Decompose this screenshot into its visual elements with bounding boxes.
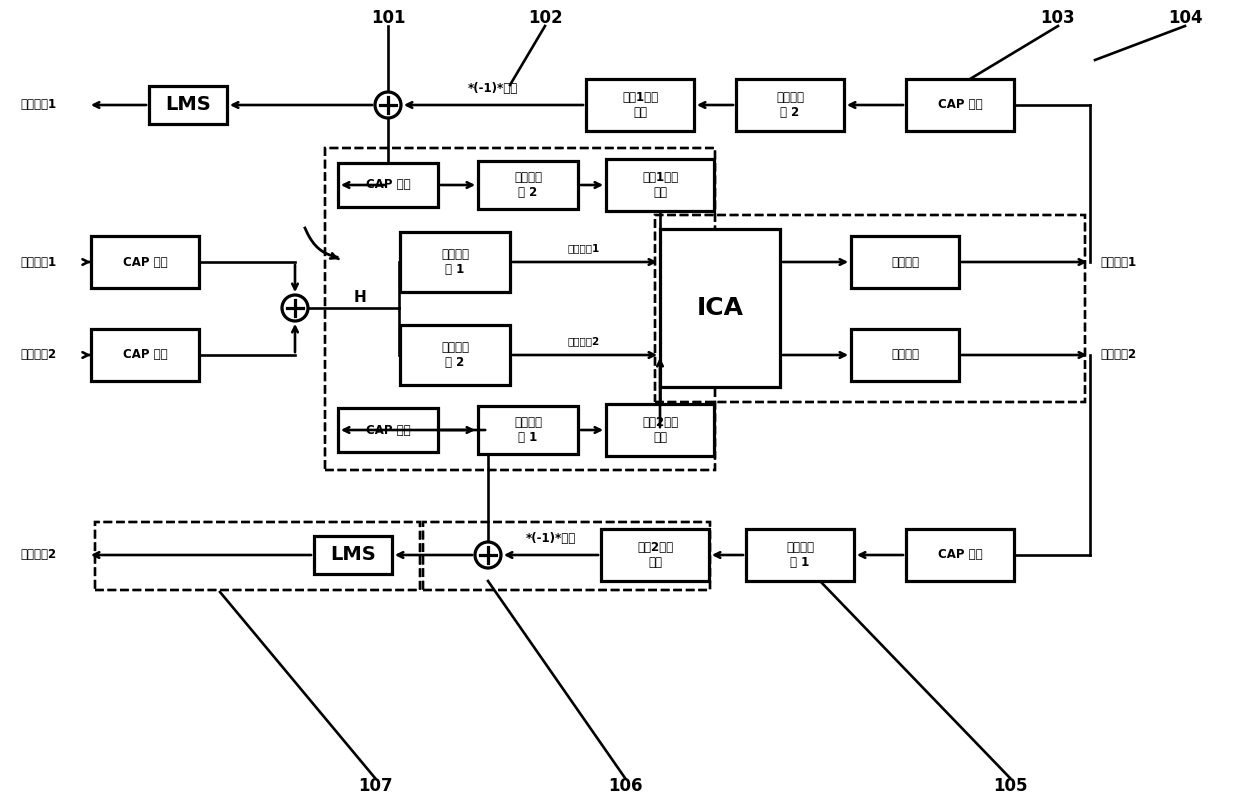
Text: H: H — [353, 290, 366, 305]
Text: CAP 调制: CAP 调制 — [366, 178, 410, 192]
Bar — [655, 215, 1085, 402]
Text: LMS: LMS — [330, 546, 376, 564]
Text: 子带1中的
干扰: 子带1中的 干扰 — [642, 171, 678, 199]
Bar — [339, 163, 438, 207]
Bar — [906, 79, 1014, 131]
Text: 101: 101 — [371, 9, 405, 27]
Bar — [601, 529, 709, 581]
Text: 子带2中的
干扰: 子带2中的 干扰 — [642, 416, 678, 444]
Text: CAP 调制: CAP 调制 — [366, 423, 410, 437]
Text: ICA: ICA — [697, 296, 744, 320]
Bar — [655, 215, 1085, 402]
Text: CAP 调制: CAP 调制 — [123, 348, 167, 362]
Text: CAP 调制: CAP 调制 — [937, 549, 982, 562]
Bar — [149, 86, 227, 124]
Text: 子带2中的
干扰: 子带2中的 干扰 — [637, 541, 673, 569]
Text: 子带信号2: 子带信号2 — [20, 348, 56, 362]
Bar — [401, 325, 510, 385]
Bar — [477, 406, 578, 454]
Text: CAP 调制: CAP 调制 — [937, 98, 982, 111]
Text: 107: 107 — [357, 777, 392, 795]
Bar — [606, 159, 714, 211]
Bar — [91, 329, 198, 381]
Text: 子带信号2: 子带信号2 — [20, 549, 56, 562]
Bar — [325, 148, 715, 470]
Text: 106: 106 — [608, 777, 642, 795]
Bar — [587, 79, 694, 131]
Text: 匹配滤波
器 2: 匹配滤波 器 2 — [441, 341, 469, 369]
Bar — [906, 529, 1014, 581]
Bar — [851, 236, 959, 288]
Text: *(-1)*权重: *(-1)*权重 — [467, 82, 518, 95]
Text: 子带信号2: 子带信号2 — [568, 336, 600, 346]
Text: 105: 105 — [993, 777, 1027, 795]
Circle shape — [475, 542, 501, 568]
Bar — [95, 522, 420, 590]
Bar — [91, 236, 198, 288]
Text: 102: 102 — [528, 9, 562, 27]
Text: 匹配滤波
器 1: 匹配滤波 器 1 — [441, 247, 469, 276]
Text: 104: 104 — [1168, 9, 1203, 27]
Bar — [746, 529, 854, 581]
Bar — [606, 404, 714, 456]
Bar — [423, 522, 711, 590]
Text: 103: 103 — [1040, 9, 1075, 27]
Bar — [477, 161, 578, 209]
Bar — [423, 522, 711, 590]
Bar — [737, 79, 844, 131]
Bar — [325, 148, 715, 470]
Text: 相偏恢复: 相偏恢复 — [892, 348, 919, 362]
Text: LMS: LMS — [165, 95, 211, 114]
Text: CAP 调制: CAP 调制 — [123, 256, 167, 268]
Bar — [401, 232, 510, 292]
Text: 匹配滤波
器 1: 匹配滤波 器 1 — [786, 541, 813, 569]
Bar — [339, 408, 438, 452]
Bar — [660, 229, 780, 387]
Text: 匹配滤波
器 2: 匹配滤波 器 2 — [515, 171, 542, 199]
Circle shape — [374, 92, 401, 118]
Text: 子带信号1: 子带信号1 — [20, 98, 56, 111]
Text: 子带信号1: 子带信号1 — [1100, 256, 1136, 268]
Text: 匹配滤波
器 2: 匹配滤波 器 2 — [776, 91, 804, 119]
Text: 子带信号1: 子带信号1 — [568, 243, 600, 253]
Bar — [95, 522, 420, 590]
Text: 匹配滤波
器 1: 匹配滤波 器 1 — [515, 416, 542, 444]
Text: 子带信号1: 子带信号1 — [20, 256, 56, 268]
Text: *(-1)*权重: *(-1)*权重 — [526, 533, 577, 546]
Text: 子带1中的
干扰: 子带1中的 干扰 — [622, 91, 658, 119]
Circle shape — [281, 295, 308, 321]
Text: 相偏恢复: 相偏恢复 — [892, 256, 919, 268]
Bar — [314, 536, 392, 574]
Text: 子带信号2: 子带信号2 — [1100, 348, 1136, 362]
Bar — [851, 329, 959, 381]
